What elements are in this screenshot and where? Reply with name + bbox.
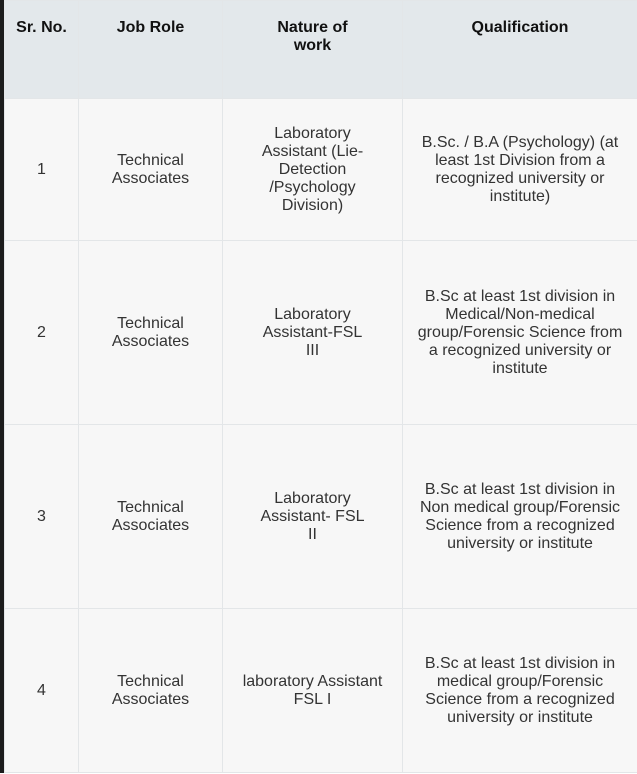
cell-sr: 4 xyxy=(4,608,79,773)
cell-work: Laboratory Assistant (Lie-Detection /Psy… xyxy=(222,98,403,241)
cell-role: Technical Associates xyxy=(78,608,223,773)
cell-sr: 3 xyxy=(4,424,79,609)
cell-qualification: B.Sc at least 1st division in medical gr… xyxy=(402,608,637,773)
header-qualification: Qualification xyxy=(402,0,637,99)
header-row: Sr. No. Job Role Nature of work Qualific… xyxy=(4,0,637,99)
cell-role: Technical Associates xyxy=(78,98,223,241)
table-row: 4 Technical Associates laboratory Assist… xyxy=(4,608,637,773)
cell-role: Technical Associates xyxy=(78,240,223,425)
cell-qualification: B.Sc. / B.A (Psychology) (at least 1st D… xyxy=(402,98,637,241)
header-sr-no: Sr. No. xyxy=(4,0,79,99)
header-nature-of-work: Nature of work xyxy=(222,0,403,99)
table-row: 3 Technical Associates Laboratory Assist… xyxy=(4,424,637,609)
cell-qualification: B.Sc at least 1st division in Non medica… xyxy=(402,424,637,609)
cell-work: Laboratory Assistant-FSL III xyxy=(222,240,403,425)
table-row: 2 Technical Associates Laboratory Assist… xyxy=(4,240,637,425)
cell-work: Laboratory Assistant- FSL II xyxy=(222,424,403,609)
table-row: 1 Technical Associates Laboratory Assist… xyxy=(4,98,637,241)
cell-sr: 2 xyxy=(4,240,79,425)
cell-role: Technical Associates xyxy=(78,424,223,609)
cell-sr: 1 xyxy=(4,98,79,241)
cell-qualification: B.Sc at least 1st division in Medical/No… xyxy=(402,240,637,425)
header-job-role: Job Role xyxy=(78,0,223,99)
job-table: Sr. No. Job Role Nature of work Qualific… xyxy=(4,0,637,773)
cell-work: laboratory Assistant FSL I xyxy=(222,608,403,773)
